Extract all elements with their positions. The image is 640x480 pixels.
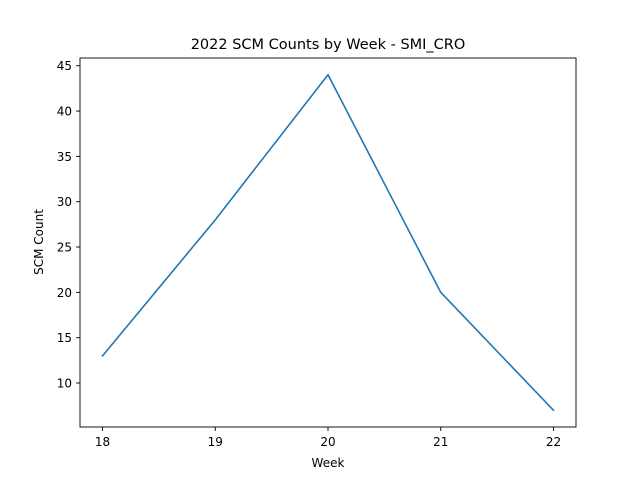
y-tick-label-45: 45 bbox=[57, 59, 72, 73]
x-tick-label-22: 22 bbox=[546, 435, 561, 449]
y-axis-label: SCM Count bbox=[32, 209, 46, 275]
y-tick-label-15: 15 bbox=[57, 331, 72, 345]
x-tick-label-18: 18 bbox=[95, 435, 110, 449]
y-tick-label-10: 10 bbox=[57, 377, 72, 391]
plot-area: 18 19 20 21 22 10 15 20 25 30 35 40 45 bbox=[57, 57, 577, 449]
y-tick-label-35: 35 bbox=[57, 150, 72, 164]
chart-title: 2022 SCM Counts by Week - SMI_CRO bbox=[191, 37, 466, 53]
x-tick-label-21: 21 bbox=[433, 435, 448, 449]
y-tick-label-25: 25 bbox=[57, 241, 72, 255]
x-axis-label: Week bbox=[312, 456, 345, 470]
y-tick-label-30: 30 bbox=[57, 195, 72, 209]
x-tick-label-19: 19 bbox=[208, 435, 223, 449]
y-tick-label-40: 40 bbox=[57, 105, 72, 119]
x-tick-label-20: 20 bbox=[320, 435, 335, 449]
y-tick-label-20: 20 bbox=[57, 286, 72, 300]
